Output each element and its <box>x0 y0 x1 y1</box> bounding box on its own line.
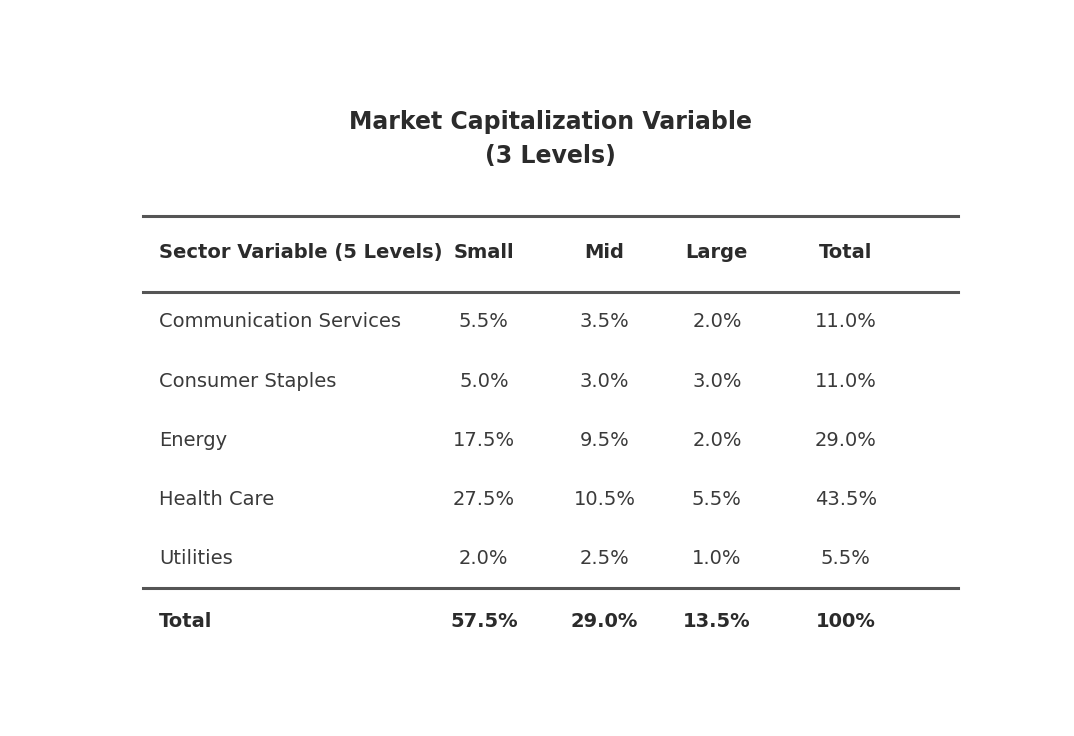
Text: 3.0%: 3.0% <box>692 372 742 391</box>
Text: 11.0%: 11.0% <box>815 312 876 331</box>
Text: Total: Total <box>819 243 872 262</box>
Text: Energy: Energy <box>159 431 228 450</box>
Text: 13.5%: 13.5% <box>683 612 751 631</box>
Text: 10.5%: 10.5% <box>574 490 636 509</box>
Text: 27.5%: 27.5% <box>453 490 514 509</box>
Text: 5.5%: 5.5% <box>821 549 871 568</box>
Text: 3.0%: 3.0% <box>580 372 629 391</box>
Text: 2.0%: 2.0% <box>692 312 742 331</box>
Text: 1.0%: 1.0% <box>692 549 742 568</box>
Text: Market Capitalization Variable: Market Capitalization Variable <box>349 110 752 135</box>
Text: Large: Large <box>685 243 749 262</box>
Text: 11.0%: 11.0% <box>815 372 876 391</box>
Text: 3.5%: 3.5% <box>580 312 629 331</box>
Text: Consumer Staples: Consumer Staples <box>159 372 336 391</box>
Text: 57.5%: 57.5% <box>450 612 518 631</box>
Text: 29.0%: 29.0% <box>571 612 638 631</box>
Text: 29.0%: 29.0% <box>815 431 876 450</box>
Text: Total: Total <box>159 612 213 631</box>
Text: 2.0%: 2.0% <box>692 431 742 450</box>
Text: Sector Variable (5 Levels): Sector Variable (5 Levels) <box>159 243 442 262</box>
Text: 100%: 100% <box>816 612 875 631</box>
Text: 5.5%: 5.5% <box>692 490 742 509</box>
Text: Small: Small <box>453 243 514 262</box>
Text: Communication Services: Communication Services <box>159 312 402 331</box>
Text: 9.5%: 9.5% <box>580 431 629 450</box>
Text: 2.0%: 2.0% <box>459 549 509 568</box>
Text: Health Care: Health Care <box>159 490 275 509</box>
Text: (3 Levels): (3 Levels) <box>485 144 615 169</box>
Text: 2.5%: 2.5% <box>580 549 629 568</box>
Text: Utilities: Utilities <box>159 549 233 568</box>
Text: 5.0%: 5.0% <box>459 372 509 391</box>
Text: 43.5%: 43.5% <box>815 490 877 509</box>
Text: 5.5%: 5.5% <box>459 312 509 331</box>
Text: 17.5%: 17.5% <box>453 431 514 450</box>
Text: Mid: Mid <box>584 243 624 262</box>
